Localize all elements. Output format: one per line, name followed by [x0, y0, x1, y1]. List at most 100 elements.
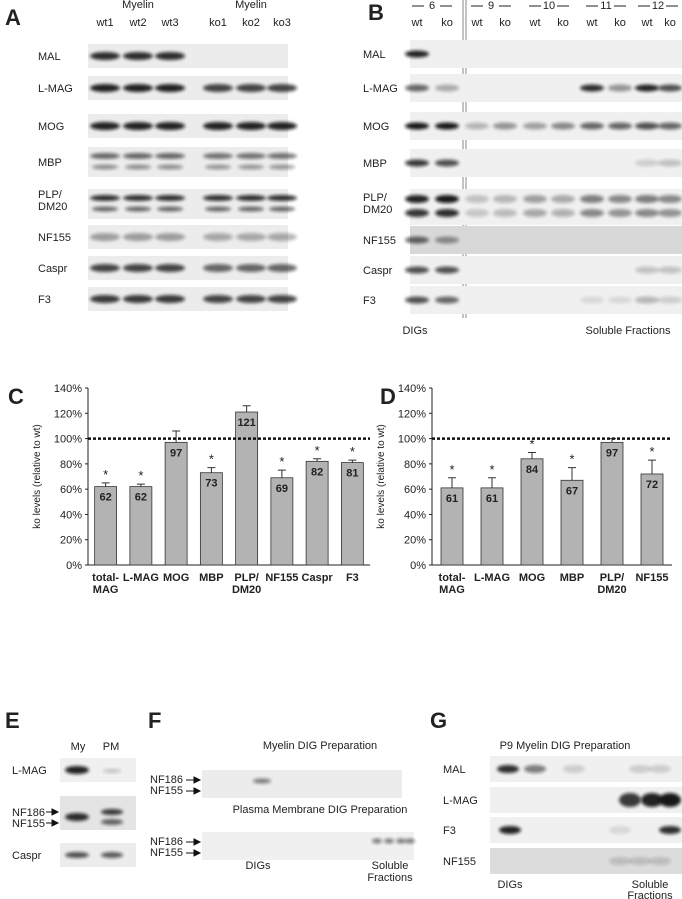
row-label: Caspr [38, 263, 68, 275]
blot-band [90, 153, 120, 159]
lane-label: ko [664, 17, 676, 29]
lane-label: wt [411, 17, 423, 29]
lane-label: ko [614, 17, 626, 29]
arrow [46, 819, 60, 827]
blot-band [236, 264, 266, 272]
blot-band [253, 778, 271, 784]
row-label: NF155 [443, 856, 476, 868]
blot-band [435, 195, 459, 203]
y-tick-label: 140% [398, 383, 426, 395]
section-title: Plasma Membrane DIG Preparation [233, 804, 408, 816]
blot-band [635, 195, 659, 203]
row-label: NF155 [12, 818, 45, 830]
blot-band [203, 295, 233, 303]
blot-band [90, 52, 120, 60]
group-label: Myelin [122, 0, 154, 11]
fraction-label: 12 [652, 0, 664, 12]
significance-mark: * [569, 452, 574, 467]
blot-band [92, 164, 118, 170]
row-label: PLP/DM20 [38, 189, 67, 213]
blot-band [659, 793, 681, 807]
blot-band [649, 857, 671, 865]
blot-band [103, 769, 121, 773]
blot-band [619, 793, 641, 807]
row-label: F3 [38, 294, 51, 306]
blot-band [123, 153, 153, 159]
lane-label: ko3 [273, 17, 291, 29]
x-tick-label: NF155 [265, 572, 298, 584]
blot-band [635, 266, 659, 274]
blot-band [465, 195, 489, 203]
blot-band [155, 52, 185, 60]
row-label: NF186 [12, 807, 45, 819]
blot-band [493, 195, 517, 203]
row-label: MOG [363, 121, 389, 133]
y-tick-label: 40% [404, 509, 426, 521]
blot-strip [88, 189, 288, 219]
arrow [186, 787, 202, 795]
blot-band [267, 122, 297, 130]
row-label: MAL [38, 51, 61, 63]
blot-band [658, 122, 682, 130]
arrow [186, 849, 202, 857]
significance-mark: * [315, 443, 320, 458]
blot-band [155, 195, 185, 201]
value-label: 67 [566, 485, 578, 497]
blot-band [269, 206, 295, 212]
significance-mark: * [649, 444, 654, 459]
fraction-label: 6 [429, 0, 435, 12]
row-label: L-MAG [12, 765, 47, 777]
footer-label: DIGs [497, 879, 523, 891]
value-label: 81 [346, 468, 358, 480]
row-label: MAL [363, 49, 386, 61]
blot-band [405, 236, 429, 244]
blot-band [608, 209, 632, 217]
significance-mark: * [489, 462, 494, 477]
blot-band [405, 296, 429, 304]
x-tick-label: PLP/DM20 [597, 572, 626, 596]
row-label: L-MAG [363, 83, 398, 95]
blot-band [155, 233, 185, 241]
panel-letter: B [368, 0, 384, 25]
lane-label: PM [103, 741, 120, 753]
blot-band [493, 122, 517, 130]
blot-band [101, 809, 123, 815]
row-label: L-MAG [443, 795, 478, 807]
blot-band [155, 84, 185, 92]
blot-band [155, 295, 185, 303]
blot-band [101, 852, 123, 858]
y-tick-label: 80% [60, 459, 82, 471]
value-label: 62 [100, 492, 112, 504]
x-tick-label: MOG [519, 572, 545, 584]
blot-band [435, 209, 459, 217]
lane-label: ko [441, 17, 453, 29]
arrow [186, 776, 202, 784]
panel-letter: A [5, 5, 21, 30]
error-bar [648, 459, 656, 474]
blot-band [238, 206, 264, 212]
blot-band [405, 122, 429, 130]
blot-band [608, 122, 632, 130]
error-bar [101, 482, 110, 487]
x-tick-label: PLP/DM20 [232, 572, 261, 596]
blot-band [236, 195, 266, 201]
row-label: PLP/DM20 [363, 192, 392, 216]
blot-band [157, 164, 183, 170]
error-bar [136, 483, 145, 487]
lane-label: wt [471, 17, 483, 29]
x-tick-label: L-MAG [474, 572, 510, 584]
y-tick-label: 20% [60, 535, 82, 547]
blot-band [658, 266, 682, 274]
blot-band [155, 122, 185, 130]
row-label: L-MAG [38, 83, 73, 95]
value-label: 72 [646, 479, 658, 491]
significance-mark: * [350, 444, 355, 459]
footer-label: Soluble Fractions [586, 325, 671, 337]
blot-band [405, 84, 429, 92]
y-axis-label: ko levels (relative to wt) [32, 424, 43, 528]
y-tick-label: 140% [54, 383, 82, 395]
blot-band [629, 765, 651, 773]
blot-band [203, 153, 233, 159]
blot-band [629, 857, 651, 865]
blot-band [269, 164, 295, 170]
